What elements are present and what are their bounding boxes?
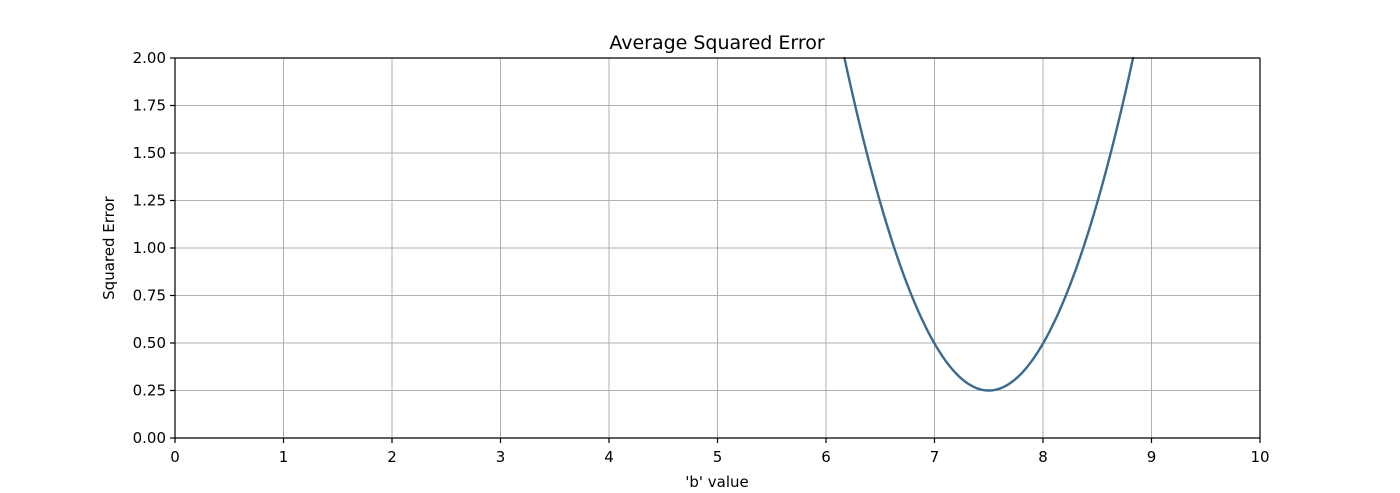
x-axis-label: 'b' value — [685, 473, 749, 491]
x-tick-label: 8 — [1038, 448, 1048, 466]
y-axis-label: Squared Error — [100, 195, 118, 299]
series-line — [844, 58, 1133, 391]
ticks-layer: 0 1 2 3 4 5 6 7 8 9 10 0.00 0.25 0.50 0.75 1.00 1.25 1.50… — [133, 49, 1270, 466]
x-tick-label: 3 — [496, 448, 506, 466]
y-tick-label: 0.25 — [133, 382, 166, 400]
x-tick-label: 6 — [821, 448, 831, 466]
y-tick-label: 1.25 — [133, 192, 166, 210]
y-tick-label: 0.75 — [133, 287, 166, 305]
y-tick-label: 1.50 — [133, 144, 166, 162]
chart-title: Average Squared Error — [609, 32, 825, 54]
x-tick-label: 10 — [1250, 448, 1269, 466]
x-tick-label: 2 — [387, 448, 397, 466]
x-tick-label: 5 — [713, 448, 723, 466]
series-layer — [844, 58, 1133, 391]
x-tick-label: 7 — [930, 448, 940, 466]
x-tick-label: 1 — [279, 448, 289, 466]
y-tick-label: 2.00 — [133, 49, 166, 67]
x-tick-label: 4 — [604, 448, 614, 466]
y-tick-label: 0.50 — [133, 334, 166, 352]
y-tick-label: 1.00 — [133, 239, 166, 257]
y-tick-label: 1.75 — [133, 97, 166, 115]
y-tick-label: 0.00 — [133, 429, 166, 447]
grid-layer — [175, 58, 1260, 438]
x-tick-label: 0 — [170, 448, 180, 466]
x-tick-label: 9 — [1147, 448, 1157, 466]
